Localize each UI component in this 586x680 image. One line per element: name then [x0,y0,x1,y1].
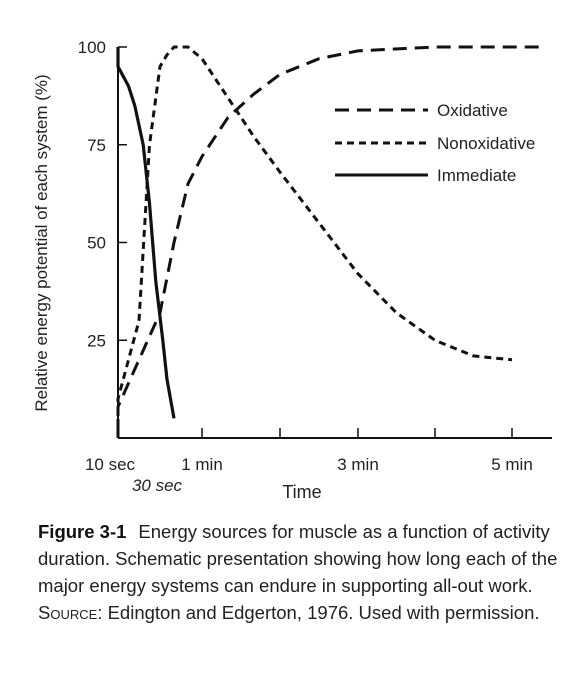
series-line-oxidative [116,45,542,438]
x-tick-label: 3 min [337,455,379,474]
legend: Oxidative Nonoxidative Immediate [335,101,535,185]
ticks: 25 50 75 100 10 sec 30 sec 1 min 3 min 5 min [78,38,533,495]
series-lines [116,45,542,438]
x-tick-label: 5 min [491,455,533,474]
caption-text-2: : Edington and Edgerton, 1976. Used with… [97,602,540,623]
caption-text-1: Energy sources for muscle as a function … [38,521,558,596]
caption-source-label: Source [38,602,98,623]
x-axis-label: Time [282,482,321,502]
figure-label: Figure 3-1 [38,521,127,542]
x-tick-label: 30 sec [132,476,183,495]
energy-chart: 25 50 75 100 10 sec 30 sec 1 min 3 min 5 min Oxi… [32,38,552,502]
legend-label-immediate: Immediate [437,166,516,185]
y-tick-label: 25 [87,331,106,350]
figure-caption: Figure 3-1 Energy sources for muscle as a… [38,518,568,626]
series-line-immediate [116,47,176,419]
y-tick-label: 50 [87,234,106,253]
x-tick-label: 10 sec [85,455,136,474]
y-tick-label: 100 [78,38,106,57]
x-tick-label: 1 min [181,455,223,474]
y-tick-label: 75 [87,136,106,155]
legend-label-oxidative: Oxidative [437,101,508,120]
y-axis-label: Relative energy potential of each system… [32,74,51,411]
legend-label-nonoxidative: Nonoxidative [437,134,535,153]
